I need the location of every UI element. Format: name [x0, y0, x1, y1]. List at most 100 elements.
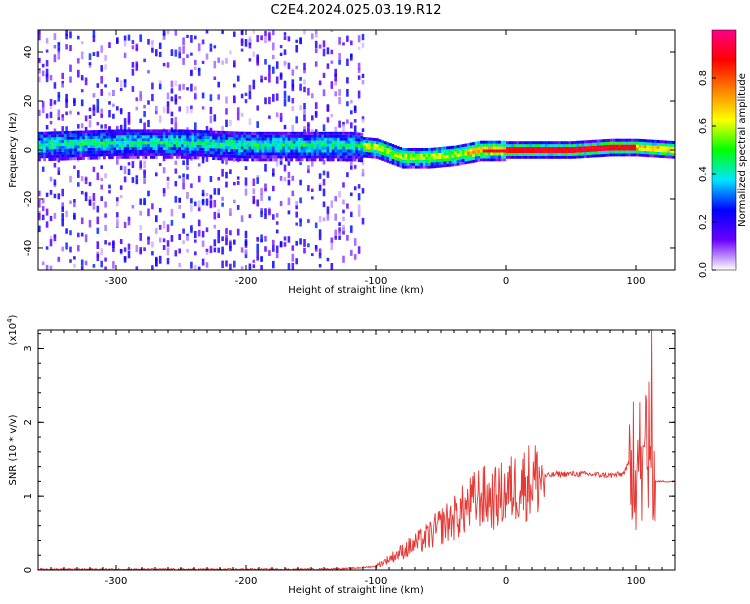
heatmap-cell-526	[197, 200, 201, 208]
heatmap-cell-1153	[64, 148, 67, 152]
heatmap-cell-2492	[441, 149, 444, 153]
heatmap-cell-819	[291, 245, 295, 251]
heatmap-cell-2637	[495, 149, 499, 153]
heatmap-cell-2236	[350, 134, 353, 138]
heatmap-cell-2694	[519, 150, 522, 153]
heatmap-cell-326	[135, 266, 139, 270]
heatmap-cell-2132	[324, 149, 327, 153]
heatmap-cell-1446	[142, 152, 145, 156]
heatmap-cell-1436	[139, 152, 143, 156]
heatmap-cell-1753	[222, 136, 226, 140]
heatmap-cell-2272	[360, 144, 364, 148]
heatmap-cell-1868	[253, 149, 257, 153]
heatmap-cell-219	[104, 84, 107, 88]
heatmap-cell-2542	[459, 144, 462, 148]
heatmap-cell-189	[92, 93, 96, 98]
heatmap-cell-1405	[129, 129, 132, 133]
heatmap-cell-2759	[547, 152, 551, 156]
heatmap-cell-489	[190, 52, 193, 56]
heatmap-cell-2051	[300, 131, 304, 135]
heatmap-cell-2651	[500, 149, 504, 153]
heatmap-cell-2552	[464, 155, 468, 159]
heatmap-cell-2060	[303, 131, 306, 135]
heatmap-cell-1149	[61, 131, 65, 135]
heatmap-cell-2129	[321, 131, 325, 135]
heatmap-cell-2027	[295, 143, 299, 147]
heatmap-cell-2100	[313, 131, 317, 135]
heatmap-cell-201	[96, 253, 100, 261]
heatmap-cell-1825	[240, 131, 244, 135]
heatmap-cell-724	[260, 210, 263, 218]
heatmap-cell-8	[38, 200, 41, 208]
heatmap-cell-1310	[105, 147, 109, 151]
heatmap-cell-2311	[373, 138, 377, 141]
heatmap-cell-1527	[162, 141, 166, 145]
heatmap-cell-1240	[87, 153, 91, 157]
heatmap-cell-914	[318, 184, 322, 191]
heatmap-cell-1929	[269, 146, 273, 150]
heatmap-cell-1210	[79, 157, 83, 160]
heatmap-cell-129	[77, 111, 80, 115]
snr-ytick-label-2: 2	[23, 419, 34, 425]
heatmap-cell-1135	[58, 142, 62, 146]
heatmap-cell-1001	[350, 225, 353, 233]
heatmap-cell-1411	[131, 141, 135, 145]
heatmap-cell-2578	[474, 159, 478, 163]
heatmap-cell-1161	[66, 154, 70, 158]
heatmap-cell-1305	[103, 135, 106, 139]
heatmap-cell-2334	[383, 155, 387, 159]
heatmap-cell-1656	[196, 138, 200, 142]
heatmap-cell-2610	[485, 146, 488, 150]
heatmap-cell-2952	[630, 147, 634, 151]
heatmap-cell-1525	[162, 147, 166, 150]
heatmap-cell-1362	[118, 138, 122, 142]
heatmap-cell-343	[143, 111, 146, 117]
heatmap-cell-1781	[230, 143, 234, 146]
heatmap-cell-588	[217, 247, 220, 253]
heatmap-cell-2207	[342, 131, 345, 135]
heatmap-cell-2536	[459, 162, 462, 166]
heatmap-cell-2074	[308, 149, 312, 153]
heatmap-cell-3017	[659, 151, 663, 155]
heatmap-cell-2706	[524, 150, 527, 153]
heatmap-cell-2169	[334, 155, 338, 159]
heatmap-cell-1557	[170, 141, 174, 145]
heatmap-cell-235	[108, 101, 111, 105]
heatmap-cell-2644	[498, 149, 501, 153]
heatmap-cell-1175	[69, 142, 72, 146]
heatmap-cell-2038	[298, 140, 301, 144]
heatmap-cell-620	[229, 50, 232, 55]
heatmap-cell-1735	[217, 130, 221, 134]
heatmap-cell-2801	[565, 152, 569, 156]
heatmap-cell-440	[174, 181, 178, 187]
heatmap-cell-604	[225, 228, 228, 235]
heatmap-cell-370	[151, 203, 154, 210]
heatmap-cell-167	[88, 107, 92, 112]
heatmap-cell-284	[123, 40, 127, 47]
heatmap-cell-1268	[92, 130, 96, 134]
heatmap-cell-2539	[459, 153, 462, 157]
heatmap-cell-312	[131, 68, 135, 76]
heatmap-cell-2559	[467, 154, 470, 158]
heatmap-cell-1771	[227, 142, 231, 146]
heatmap-cell-1410	[131, 144, 135, 148]
heatmap-cell-1507	[157, 144, 161, 148]
heatmap-cell-1340	[113, 144, 117, 148]
heatmap-cell-1526	[162, 144, 166, 148]
heatmap-cell-261	[116, 77, 119, 82]
heatmap-cell-313	[131, 161, 135, 168]
heatmap-cell-1277	[95, 133, 98, 136]
heatmap-cell-2976	[641, 147, 644, 151]
heatmap-cell-2590	[477, 144, 481, 148]
heatmap-cell-222	[104, 240, 107, 245]
heatmap-cell-2650	[500, 152, 504, 156]
heatmap-cell-1998	[287, 143, 291, 147]
heatmap-cell-1924	[266, 131, 270, 135]
heatmap-cell-1049	[361, 188, 365, 194]
heatmap-cell-2223	[347, 143, 351, 147]
heatmap-cell-2563	[467, 143, 470, 147]
heatmap-cell-1007	[350, 53, 353, 61]
heatmap-cell-1814	[238, 134, 241, 138]
heatmap-cell-2821	[573, 146, 577, 150]
heatmap-cell-916	[322, 201, 326, 208]
